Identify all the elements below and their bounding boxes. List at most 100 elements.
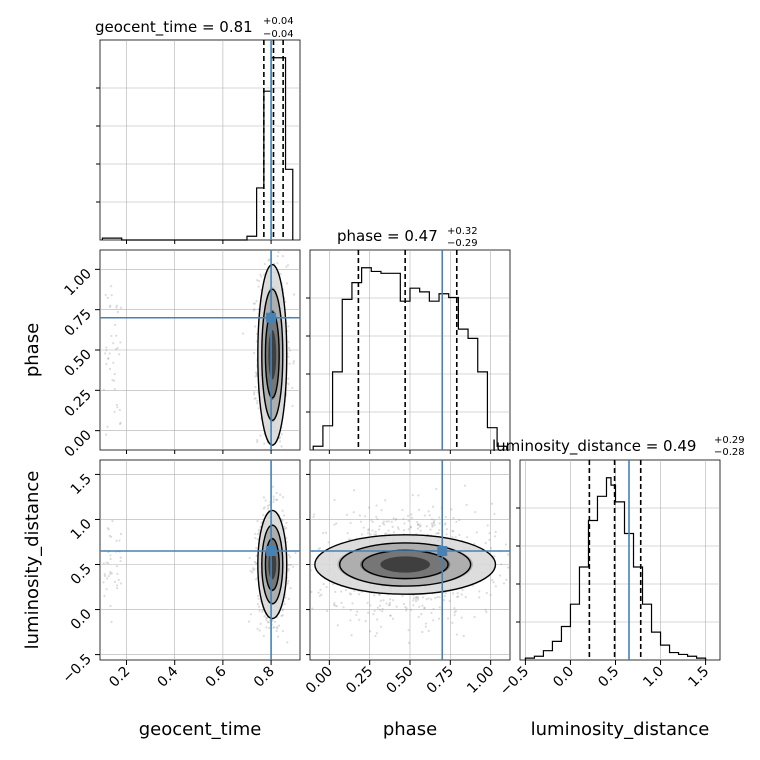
sample-point [116,406,119,409]
sample-point [454,536,457,539]
sample-point [416,527,420,530]
sample-point [266,616,269,619]
sample-point [369,604,372,607]
sample-point [432,520,435,524]
sample-point [367,506,371,509]
sample-point [384,499,387,502]
x-tick-label-luminosity-distance: 0.0 [550,664,577,691]
sample-point [375,632,378,635]
sample-point [254,561,258,564]
sample-point [265,617,268,620]
sample-point [453,613,456,616]
sample-point [425,598,428,601]
sample-point [283,514,286,517]
sample-point [317,591,320,594]
sample-point [475,531,478,534]
sample-point [258,609,261,612]
sample-point [421,596,425,599]
sample-point [331,582,335,586]
sample-point [381,610,384,613]
sample-point [281,250,284,251]
sample-point [258,279,261,283]
sample-point [359,520,363,523]
sample-point [389,614,392,617]
sample-point [256,538,259,541]
sample-point [410,513,413,516]
sample-point [285,526,288,530]
sample-point [256,519,259,523]
sample-point [376,618,379,621]
sample-point [431,505,435,508]
sample-point [252,569,255,572]
sample-point [273,453,275,455]
sample-point [366,532,370,535]
sample-point [278,436,282,439]
sample-point [318,547,322,550]
sample-point [438,606,441,609]
sample-point [256,279,259,282]
sample-point [287,340,290,344]
y-tick-label-phase: 0.50 [61,347,94,380]
sample-point [258,449,261,450]
sample-point [278,243,280,245]
sample-point [376,606,379,609]
sample-point [304,587,306,589]
sample-point [280,614,283,617]
sample-point [252,351,256,355]
sample-point [259,273,262,276]
sample-point [437,617,441,620]
sample-point [253,308,256,311]
sample-point [119,556,122,559]
sample-point [281,609,284,612]
sample-point [355,613,358,617]
sample-point [349,521,352,525]
sample-point [405,607,408,610]
sample-point [378,593,381,596]
sample-point [435,487,438,491]
sample-point [289,587,292,590]
sample-point [340,590,343,593]
sample-point [108,305,112,308]
sample-point [285,282,289,285]
sample-point [272,495,275,498]
sample-point [287,569,290,572]
sample-point [334,604,337,607]
sample-point [109,557,112,561]
sample-point [254,536,257,540]
sample-point [416,523,420,526]
sample-point [450,508,453,511]
sample-point [394,518,397,521]
sample-point [252,302,255,305]
x-tick-label-phase: 0.00 [303,664,336,697]
sample-point [291,565,295,568]
sample-point [430,522,433,525]
sample-point [387,529,390,532]
sample-point [401,594,404,597]
sample-point [392,517,395,520]
sample-point [251,571,254,574]
contour-1 [261,288,284,422]
sample-point [404,605,407,609]
sample-point [390,520,393,523]
sample-point [502,582,506,585]
sample-point [349,609,352,612]
sample-point [247,620,251,623]
sample-point [325,585,328,589]
sample-point [443,523,447,526]
sample-point [102,388,105,391]
sample-point [417,596,420,599]
sample-point [283,602,286,606]
sample-point [294,551,297,554]
x-tick-label-geocent-time: 0.4 [154,663,181,690]
histogram-step-phase [312,267,508,450]
sample-point [260,453,262,455]
sample-point [287,554,291,557]
sample-point [379,625,383,628]
sample-point [276,262,279,265]
x-tick-label-geocent-time: 0.2 [106,664,133,691]
sample-point [249,613,252,616]
sample-point [332,603,336,606]
sample-point [279,273,282,276]
sample-point [256,627,259,630]
